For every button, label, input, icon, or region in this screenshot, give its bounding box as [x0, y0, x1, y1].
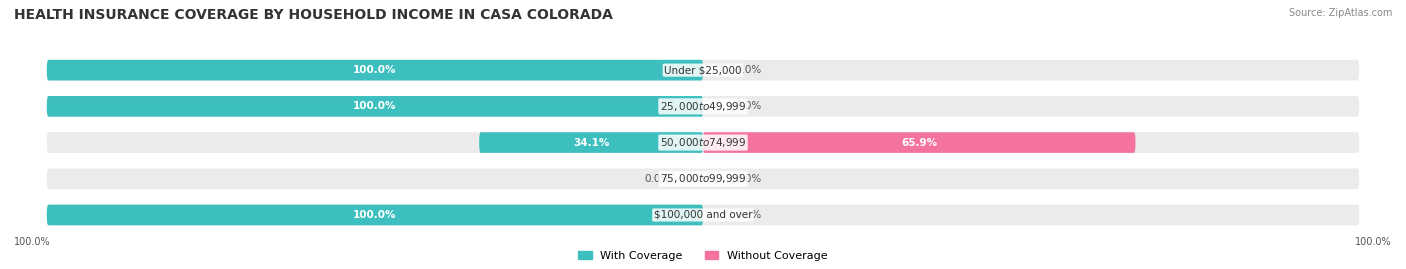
- Text: 0.0%: 0.0%: [735, 210, 762, 220]
- Legend: With Coverage, Without Coverage: With Coverage, Without Coverage: [574, 246, 832, 265]
- FancyBboxPatch shape: [46, 132, 1360, 153]
- Text: 100.0%: 100.0%: [14, 237, 51, 247]
- Text: $100,000 and over: $100,000 and over: [654, 210, 752, 220]
- Text: 100.0%: 100.0%: [353, 101, 396, 111]
- FancyBboxPatch shape: [479, 132, 703, 153]
- FancyBboxPatch shape: [46, 96, 1360, 117]
- Text: 0.0%: 0.0%: [735, 101, 762, 111]
- FancyBboxPatch shape: [46, 60, 1360, 80]
- Text: 0.0%: 0.0%: [735, 174, 762, 184]
- Text: $50,000 to $74,999: $50,000 to $74,999: [659, 136, 747, 149]
- FancyBboxPatch shape: [46, 96, 703, 117]
- Text: HEALTH INSURANCE COVERAGE BY HOUSEHOLD INCOME IN CASA COLORADA: HEALTH INSURANCE COVERAGE BY HOUSEHOLD I…: [14, 8, 613, 22]
- FancyBboxPatch shape: [703, 132, 1136, 153]
- FancyBboxPatch shape: [46, 205, 1360, 225]
- FancyBboxPatch shape: [46, 60, 703, 80]
- Text: 100.0%: 100.0%: [353, 210, 396, 220]
- Text: $25,000 to $49,999: $25,000 to $49,999: [659, 100, 747, 113]
- Text: 0.0%: 0.0%: [644, 174, 671, 184]
- Text: Under $25,000: Under $25,000: [664, 65, 742, 75]
- Text: 100.0%: 100.0%: [353, 65, 396, 75]
- Text: Source: ZipAtlas.com: Source: ZipAtlas.com: [1288, 8, 1392, 18]
- Text: $75,000 to $99,999: $75,000 to $99,999: [659, 172, 747, 185]
- FancyBboxPatch shape: [46, 205, 703, 225]
- FancyBboxPatch shape: [46, 168, 1360, 189]
- Text: 34.1%: 34.1%: [572, 137, 609, 148]
- Text: 65.9%: 65.9%: [901, 137, 938, 148]
- Text: 0.0%: 0.0%: [735, 65, 762, 75]
- Text: 100.0%: 100.0%: [1355, 237, 1392, 247]
